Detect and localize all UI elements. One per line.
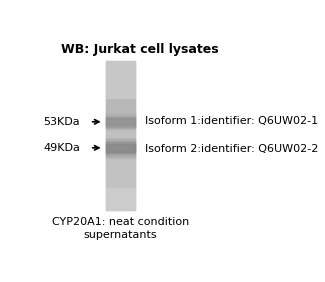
Bar	[106, 86, 135, 88]
Text: Isoform 1:identifier: Q6UW02-1: Isoform 1:identifier: Q6UW02-1	[145, 116, 318, 126]
Bar	[106, 101, 135, 103]
Bar	[106, 205, 135, 207]
Bar	[106, 118, 135, 125]
Bar	[106, 116, 135, 118]
Bar	[106, 177, 135, 180]
Bar	[106, 140, 135, 143]
Bar	[106, 69, 135, 71]
Bar	[106, 61, 135, 210]
Bar	[106, 163, 135, 165]
Bar	[106, 202, 135, 205]
Bar	[106, 144, 135, 152]
Bar	[106, 143, 135, 145]
Bar	[106, 103, 135, 105]
Bar	[106, 145, 135, 148]
Bar	[106, 192, 135, 195]
Bar	[106, 155, 135, 158]
Bar	[106, 117, 135, 127]
Text: Isoform 2:identifier: Q6UW02-2: Isoform 2:identifier: Q6UW02-2	[145, 144, 318, 154]
Text: 53KDa: 53KDa	[43, 117, 80, 127]
Bar	[106, 76, 135, 78]
Bar	[106, 160, 135, 163]
Bar	[106, 188, 135, 190]
Bar	[106, 150, 135, 153]
Bar	[106, 168, 135, 170]
Bar	[106, 136, 135, 160]
Bar	[106, 185, 135, 188]
Bar	[106, 114, 135, 129]
Bar	[106, 123, 135, 125]
Bar	[106, 182, 135, 185]
Bar	[106, 105, 135, 108]
Bar	[106, 125, 135, 128]
Text: supernatants: supernatants	[84, 230, 157, 240]
Text: 49KDa: 49KDa	[43, 143, 80, 153]
Bar	[106, 112, 135, 132]
Bar	[106, 111, 135, 113]
Bar	[106, 153, 135, 155]
Bar	[106, 128, 135, 130]
Bar	[106, 81, 135, 83]
Bar	[106, 98, 135, 101]
Bar	[106, 139, 135, 157]
Bar	[106, 66, 135, 69]
Bar	[106, 83, 135, 86]
Bar	[106, 138, 135, 158]
Bar	[106, 165, 135, 168]
Bar	[106, 173, 135, 175]
Bar	[106, 96, 135, 98]
Bar	[106, 78, 135, 81]
Bar	[106, 108, 135, 111]
Text: CYP20A1: neat condition: CYP20A1: neat condition	[52, 217, 189, 227]
Bar	[106, 180, 135, 182]
Bar	[106, 175, 135, 177]
Bar	[106, 88, 135, 91]
Bar	[106, 113, 135, 116]
Bar	[106, 158, 135, 160]
Bar	[106, 120, 135, 123]
Bar	[106, 190, 135, 192]
Bar	[106, 63, 135, 66]
Bar	[106, 170, 135, 173]
Bar	[106, 141, 135, 155]
Bar	[106, 116, 135, 128]
Bar	[106, 195, 135, 197]
Bar	[106, 197, 135, 200]
Bar	[106, 71, 135, 73]
Bar	[106, 135, 135, 138]
Bar	[106, 133, 135, 135]
Bar	[106, 138, 135, 140]
Bar	[106, 207, 135, 210]
Bar	[106, 130, 135, 133]
Bar	[106, 93, 135, 96]
Bar	[106, 113, 135, 131]
Bar	[106, 142, 135, 153]
Bar	[106, 118, 135, 120]
Bar	[106, 148, 135, 150]
Text: WB: Jurkat cell lysates: WB: Jurkat cell lysates	[61, 43, 218, 56]
Bar	[106, 91, 135, 93]
Bar	[106, 200, 135, 202]
Bar	[106, 61, 135, 63]
Bar	[106, 73, 135, 76]
